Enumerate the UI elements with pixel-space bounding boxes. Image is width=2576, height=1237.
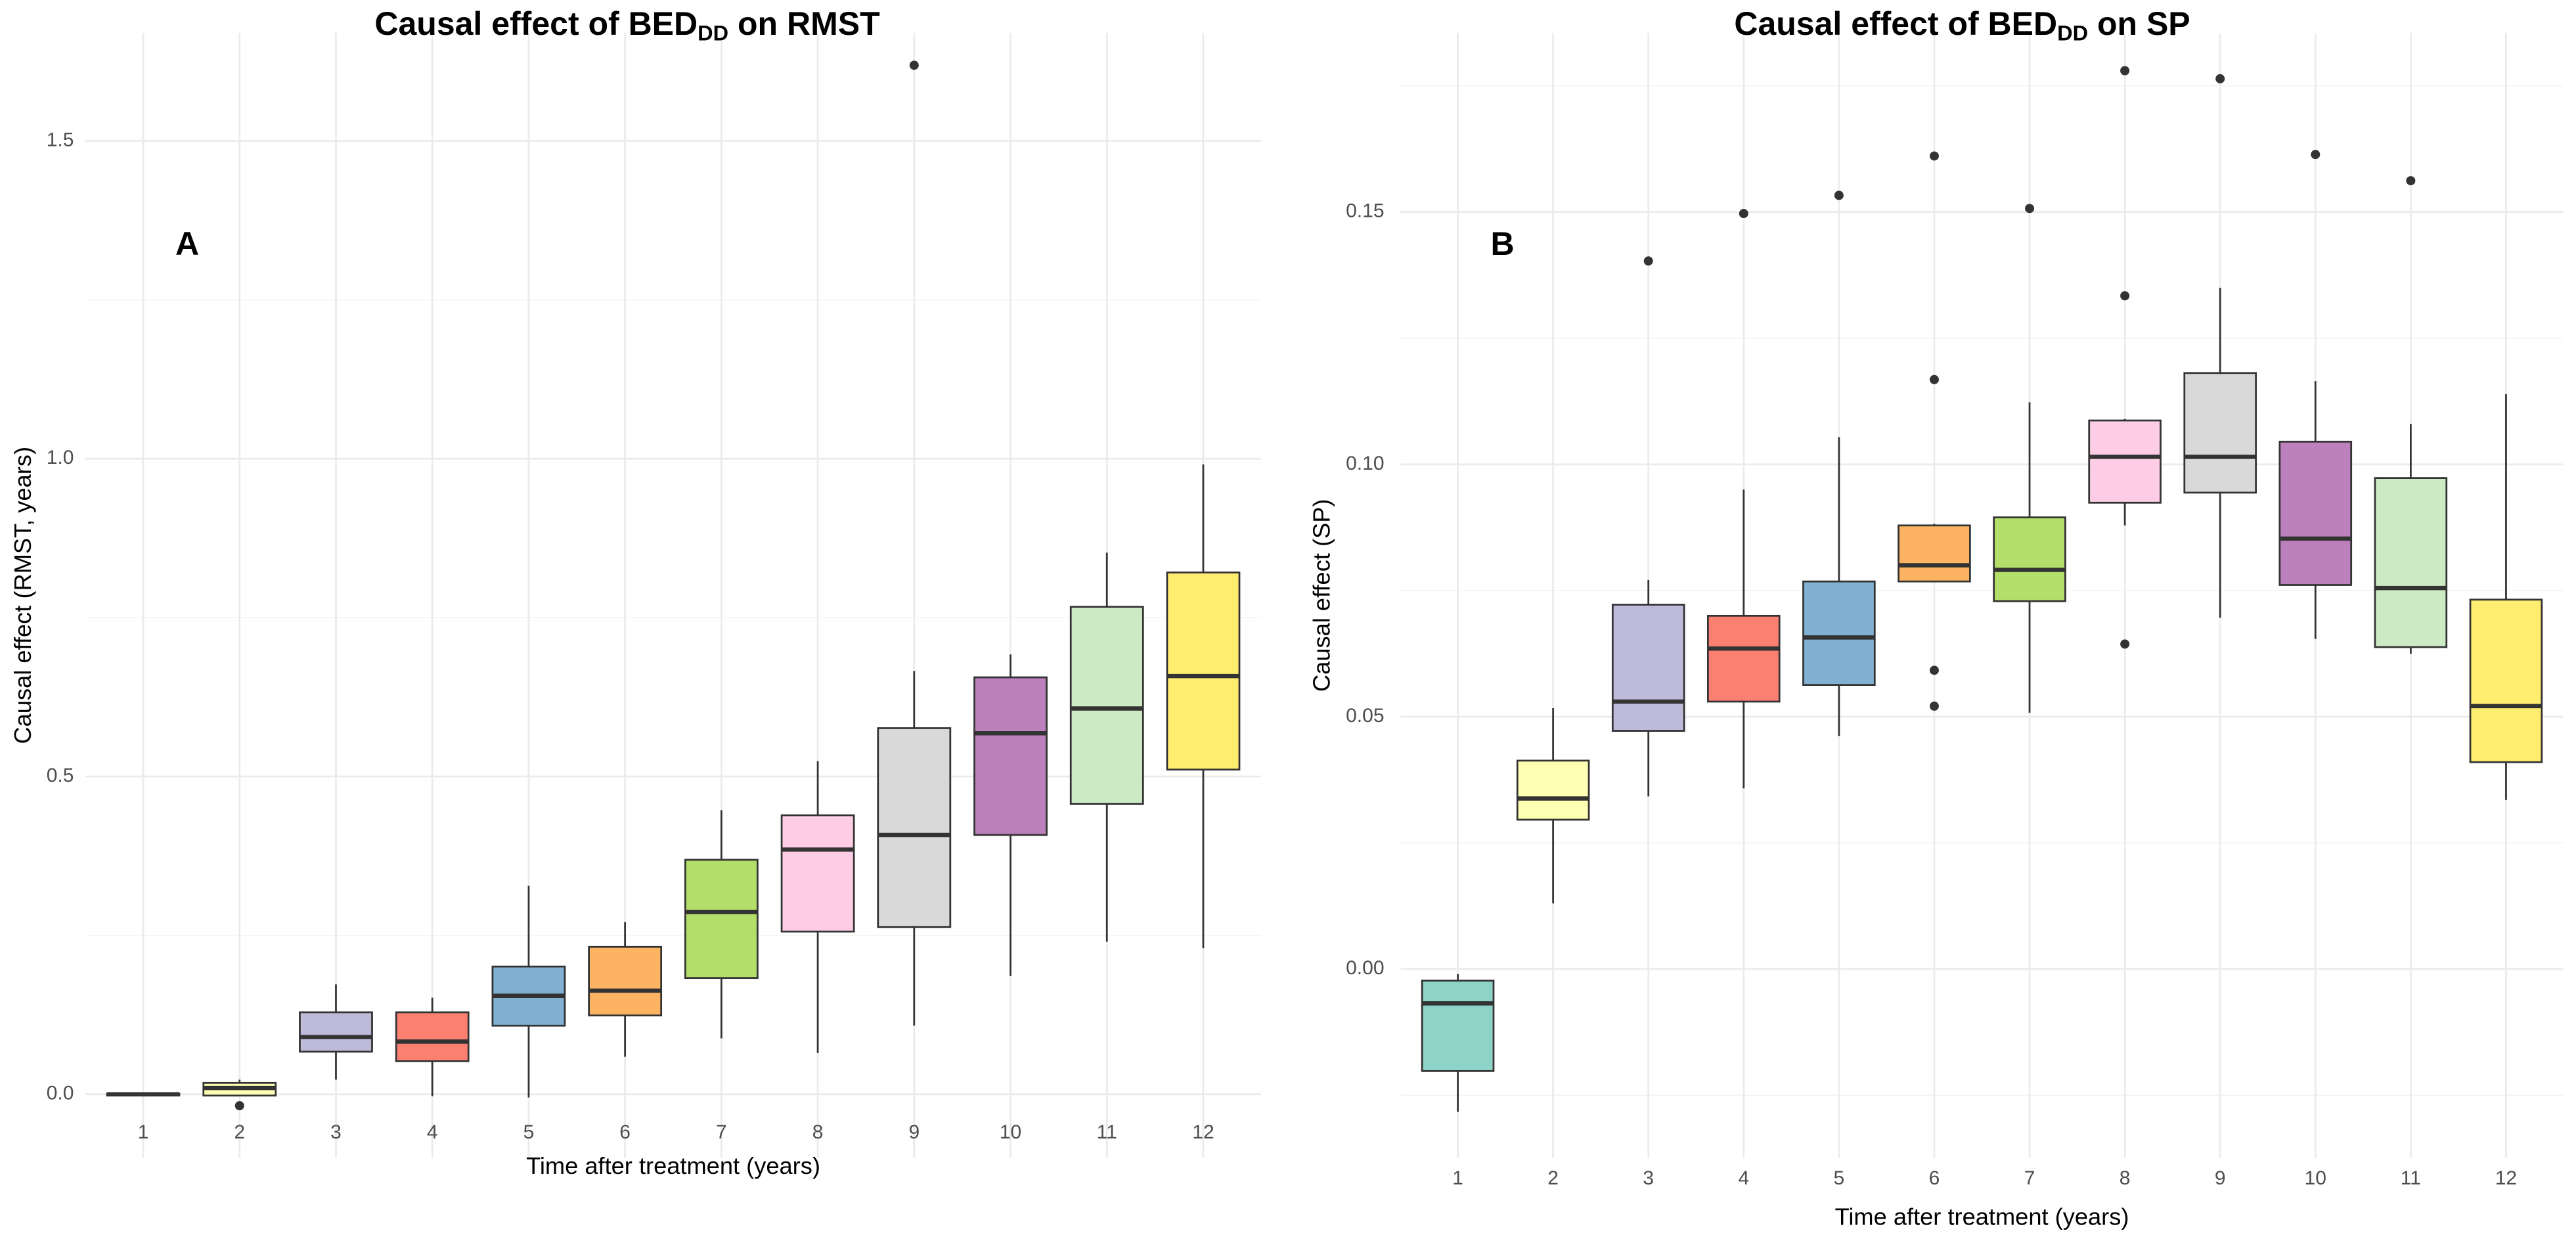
y-tick-label: 0.5 (47, 765, 74, 786)
box (1069, 606, 1144, 805)
box (1802, 580, 1876, 686)
x-axis-title: Time after treatment (years) (1835, 1203, 2129, 1230)
box (1898, 524, 1971, 583)
panel-label: B (1490, 225, 1514, 262)
box (1421, 979, 1495, 1072)
box (780, 814, 855, 933)
outlier (1739, 209, 1748, 219)
box (1707, 614, 1781, 703)
box (877, 727, 952, 928)
y-tick-label: 0.15 (1346, 200, 1384, 222)
box (2088, 419, 2162, 504)
x-tick-label: 10 (2305, 1167, 2326, 1189)
x-tick-label: 6 (1929, 1167, 1940, 1189)
x-tick-label: 7 (2024, 1167, 2035, 1189)
outlier (2025, 204, 2035, 214)
title-text: on RMST (728, 5, 880, 42)
chart-title: Causal effect of BEDDD on SP (1734, 5, 2190, 45)
box (588, 945, 663, 1017)
box (684, 859, 759, 979)
x-tick-label: 12 (2495, 1167, 2517, 1189)
outlier (234, 1101, 244, 1111)
x-tick-label: 10 (1000, 1121, 1021, 1143)
x-tick-label: 8 (2120, 1167, 2131, 1189)
x-axis-title: Time after treatment (years) (526, 1152, 820, 1179)
y-axis-title: Causal effect (SP) (1308, 499, 1335, 692)
title-text: on SP (2088, 5, 2190, 42)
outlier (2406, 176, 2416, 186)
box (1166, 572, 1241, 771)
box (2278, 440, 2353, 586)
outlier (909, 60, 919, 70)
box (1611, 604, 1685, 732)
outlier (2120, 66, 2130, 76)
x-tick-label: 9 (2215, 1167, 2226, 1189)
x-tick-label: 5 (1834, 1167, 1845, 1189)
y-tick-label: 0.10 (1346, 453, 1384, 474)
x-tick-label: 1 (138, 1121, 149, 1143)
box (395, 1011, 470, 1062)
x-tick-label: 11 (1097, 1121, 1117, 1143)
outlier (2311, 150, 2321, 160)
y-tick-label: 0.0 (47, 1083, 74, 1104)
x-tick-label: 3 (1643, 1167, 1654, 1189)
x-tick-label: 6 (619, 1121, 631, 1143)
y-tick-label: 0.05 (1346, 705, 1384, 727)
outlier (1929, 665, 1939, 675)
outlier (1929, 151, 1939, 161)
outlier (1929, 701, 1939, 711)
y-tick-label: 0.00 (1346, 957, 1384, 979)
box (299, 1011, 373, 1053)
outlier (1643, 256, 1653, 266)
outlier (2120, 639, 2130, 649)
title-text: Causal effect of BED (1734, 5, 2057, 42)
x-tick-label: 5 (523, 1121, 535, 1143)
outlier (1929, 374, 1939, 384)
title-text: Causal effect of BED (374, 5, 698, 42)
x-tick-label: 2 (1547, 1167, 1559, 1189)
outlier (2120, 291, 2130, 301)
y-axis-title: Causal effect (RMST, years) (9, 447, 36, 744)
x-tick-label: 9 (908, 1121, 920, 1143)
x-tick-label: 8 (812, 1121, 824, 1143)
box (2469, 598, 2543, 763)
box (1516, 759, 1590, 821)
chart-title: Causal effect of BEDDD on RMST (374, 5, 879, 45)
box (973, 676, 1048, 836)
box (1993, 516, 2066, 602)
outlier (2215, 74, 2225, 83)
x-tick-label: 2 (234, 1121, 245, 1143)
title-subscript: DD (2057, 21, 2088, 45)
x-tick-label: 7 (716, 1121, 727, 1143)
title-subscript: DD (698, 21, 728, 45)
outlier (1834, 191, 1844, 200)
box (2374, 477, 2448, 648)
x-tick-label: 3 (330, 1121, 342, 1143)
y-tick-label: 1.5 (47, 129, 74, 150)
x-tick-label: 12 (1192, 1121, 1214, 1143)
x-tick-label: 11 (2401, 1167, 2421, 1189)
y-tick-label: 1.0 (47, 447, 74, 468)
panel-label: A (175, 225, 199, 262)
box (2183, 372, 2257, 494)
x-tick-label: 1 (1452, 1167, 1463, 1189)
x-tick-label: 4 (427, 1121, 438, 1143)
x-tick-label: 4 (1738, 1167, 1749, 1189)
